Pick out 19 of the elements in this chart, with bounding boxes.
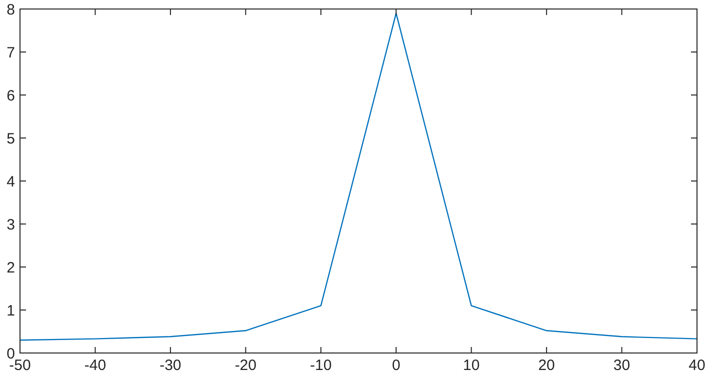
x-tick-label: 30	[613, 357, 630, 374]
y-tick-label: 8	[6, 1, 15, 18]
y-tick-label: 4	[6, 173, 15, 190]
y-tick-label: 5	[6, 130, 15, 148]
y-tick-label: 1	[6, 302, 15, 320]
x-tick-label: -20	[234, 357, 257, 374]
y-tick-label: 7	[6, 44, 15, 62]
x-tick-label: -10	[310, 357, 332, 374]
x-tick-label: 40	[688, 357, 706, 374]
x-tick-label: 0	[392, 357, 400, 374]
y-tick-label: 0	[6, 345, 15, 362]
x-tick-label: -40	[84, 357, 106, 374]
line-series	[19, 12, 698, 341]
y-tick-label: 6	[6, 87, 15, 104]
x-tick-label: 10	[462, 357, 480, 374]
y-tick-label: 3	[6, 216, 15, 234]
y-tick-label: 2	[6, 259, 15, 276]
x-tick-label: 20	[538, 357, 555, 374]
x-tick-label: -30	[160, 357, 182, 374]
